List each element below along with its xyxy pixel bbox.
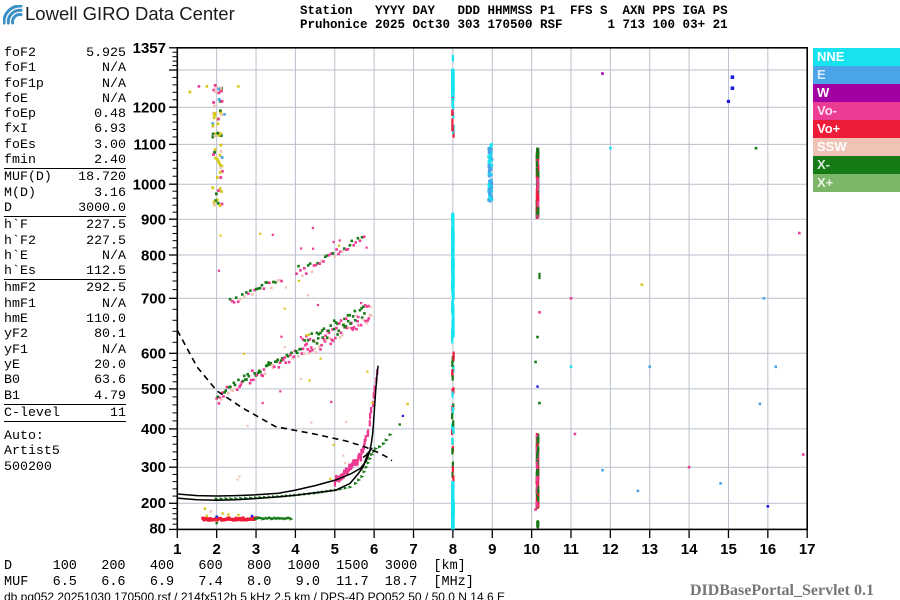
svg-text:8: 8 [449,541,457,558]
svg-text:14: 14 [681,541,698,558]
svg-text:15: 15 [720,541,737,558]
svg-text:16: 16 [759,541,776,558]
svg-text:3: 3 [252,541,260,558]
svg-text:5: 5 [331,541,339,558]
svg-text:900: 900 [141,212,166,229]
svg-text:600: 600 [141,346,166,363]
svg-text:1100: 1100 [133,137,166,154]
svg-text:6: 6 [370,541,378,558]
svg-text:17: 17 [799,541,816,558]
svg-text:300: 300 [141,459,166,476]
svg-text:2: 2 [212,541,220,558]
svg-text:80: 80 [149,521,166,538]
svg-text:12: 12 [602,541,619,558]
svg-text:10: 10 [523,541,540,558]
svg-text:1357: 1357 [133,40,166,57]
svg-text:800: 800 [141,248,166,265]
svg-text:500: 500 [141,381,166,398]
svg-text:700: 700 [141,291,166,308]
svg-text:1: 1 [173,541,181,558]
svg-text:1000: 1000 [133,177,166,194]
svg-text:200: 200 [141,495,166,512]
svg-text:4: 4 [291,541,300,558]
svg-text:1200: 1200 [133,100,166,117]
svg-text:9: 9 [488,541,496,558]
svg-text:13: 13 [641,541,658,558]
svg-text:11: 11 [563,541,579,558]
svg-text:400: 400 [141,421,166,438]
svg-text:7: 7 [409,541,417,558]
